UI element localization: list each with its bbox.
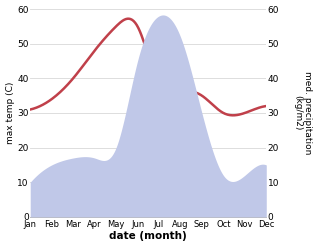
- X-axis label: date (month): date (month): [109, 231, 187, 242]
- Y-axis label: med. precipitation
(kg/m2): med. precipitation (kg/m2): [293, 71, 313, 155]
- Y-axis label: max temp (C): max temp (C): [5, 82, 15, 144]
